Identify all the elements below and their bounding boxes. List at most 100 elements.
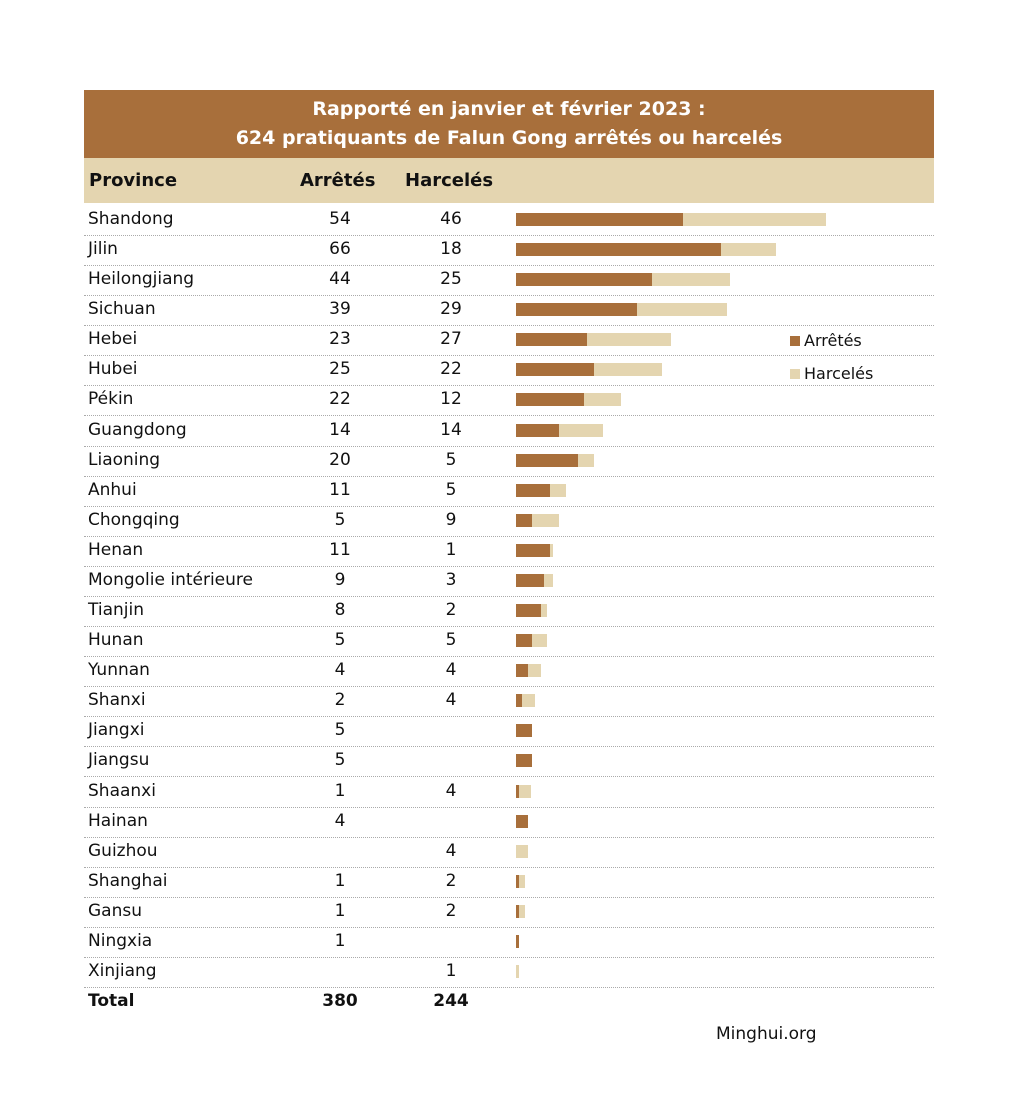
harassed-value: 5: [445, 449, 457, 470]
harassed-value: 1: [445, 961, 457, 981]
harassed-value: 14: [440, 419, 462, 440]
province-name: Mongolie intérieure: [88, 569, 253, 590]
province-name: Heilongjiang: [88, 269, 195, 290]
table-row: Guizhou 4: [84, 837, 934, 868]
table-row: Hubei 25 22: [84, 355, 934, 387]
province-name: Xinjiang: [88, 961, 157, 981]
table-row: Hainan 4: [84, 807, 934, 838]
table-row: Yunnan 4 4: [84, 656, 934, 688]
header-arrested: Arrêtés: [300, 170, 376, 191]
table-row: Mongolie intérieure 9 3: [84, 566, 934, 597]
harassed-value: 18: [440, 239, 462, 260]
bar-arrested: [516, 573, 544, 587]
province-name: Jilin: [88, 239, 118, 260]
bar-harassed: [531, 513, 560, 527]
bar-harassed: [519, 904, 526, 918]
bar-harassed: [559, 423, 603, 437]
bar-arrested: [516, 934, 520, 948]
bar-arrested: [516, 904, 520, 918]
province-name: Hainan: [88, 810, 148, 831]
bar-arrested: [516, 213, 684, 226]
table-row: Tianjin 8 2: [84, 596, 934, 628]
harassed-value: 4: [445, 660, 457, 681]
table-row: Hebei 23 27: [84, 325, 934, 357]
arrested-value: 20: [329, 449, 351, 470]
harassed-value: 1: [445, 539, 457, 560]
bar-harassed: [550, 543, 554, 557]
bar-arrested: [516, 604, 541, 618]
arrested-value: 66: [329, 239, 351, 260]
bar-arrested: [516, 784, 520, 798]
harassed-value: 29: [440, 299, 462, 320]
legend-label: Harcelés: [804, 364, 874, 383]
arrested-value: 1: [334, 930, 346, 951]
province-name: Gansu: [88, 900, 142, 921]
legend-swatch: [790, 336, 800, 346]
harassed-value: 9: [445, 509, 457, 530]
harassed-value: 4: [445, 840, 457, 861]
province-name: Jiangsu: [88, 750, 150, 771]
table-header: Province Arrêtés Harcelés: [84, 158, 934, 203]
arrested-value: 5: [334, 630, 346, 651]
bar-arrested: [516, 664, 529, 678]
arrested-value: 9: [334, 569, 346, 590]
province-name: Liaoning: [88, 449, 161, 470]
total-harassed: 244: [433, 991, 469, 1011]
arrested-value: 11: [329, 539, 351, 560]
province-name: Hebei: [88, 329, 138, 350]
arrested-value: 22: [329, 389, 351, 410]
bar-harassed: [528, 664, 541, 678]
total-arrested: 380: [322, 991, 358, 1011]
bar-harassed: [683, 213, 826, 226]
bar-harassed: [587, 333, 671, 347]
bar-harassed: [531, 634, 547, 648]
table-row: Pékin 22 12: [84, 385, 934, 417]
province-name: Shaanxi: [88, 780, 156, 801]
province-name: Hubei: [88, 359, 138, 380]
legend-arrested: Arrêtés: [790, 331, 862, 350]
bar-arrested: [516, 694, 523, 708]
province-name: Shandong: [88, 209, 174, 229]
harassed-value: 4: [445, 690, 457, 711]
bar-harassed: [636, 303, 727, 317]
header-harassed: Harcelés: [405, 170, 494, 191]
harassed-value: 46: [440, 209, 462, 229]
table-row: Anhui 11 5: [84, 476, 934, 507]
table-row: Guangdong 14 14: [84, 416, 934, 447]
harassed-value: 3: [445, 569, 457, 590]
arrested-value: 5: [334, 509, 346, 530]
bar-harassed: [516, 965, 520, 978]
bar-harassed: [543, 573, 554, 587]
bar-arrested: [516, 363, 594, 377]
province-name: Hunan: [88, 630, 144, 651]
bar-harassed: [584, 393, 622, 407]
table-row: Liaoning 20 5: [84, 446, 934, 477]
arrested-value: 1: [334, 870, 346, 891]
table-row: Chongqing 5 9: [84, 506, 934, 537]
bar-harassed: [593, 363, 662, 377]
harassed-value: 5: [445, 479, 457, 500]
arrested-value: 14: [329, 419, 351, 440]
harassed-value: 12: [440, 389, 462, 410]
table-row: Shandong 54 46: [84, 205, 934, 236]
province-name: Shanghai: [88, 870, 168, 891]
province-name: Ningxia: [88, 930, 153, 951]
arrested-value: 1: [334, 900, 346, 921]
bar-harassed: [578, 453, 594, 467]
harassed-value: 2: [445, 870, 457, 891]
province-name: Anhui: [88, 479, 137, 500]
arrested-value: 5: [334, 750, 346, 771]
table-row: Shaanxi 1 4: [84, 777, 934, 808]
harassed-value: 4: [445, 780, 457, 801]
harassed-value: 5: [445, 630, 457, 651]
table-row: Shanxi 2 4: [84, 686, 934, 718]
header-province: Province: [89, 170, 178, 191]
table-row: Hunan 5 5: [84, 626, 934, 658]
table-row: Shanghai 1 2: [84, 867, 934, 898]
table-row: Sichuan 39 29: [84, 295, 934, 327]
province-name: Pékin: [88, 389, 134, 410]
bar-harassed: [522, 694, 535, 708]
table-row: Ningxia 1: [84, 927, 934, 958]
harassed-value: 25: [440, 269, 462, 290]
arrested-value: 1: [334, 780, 346, 801]
